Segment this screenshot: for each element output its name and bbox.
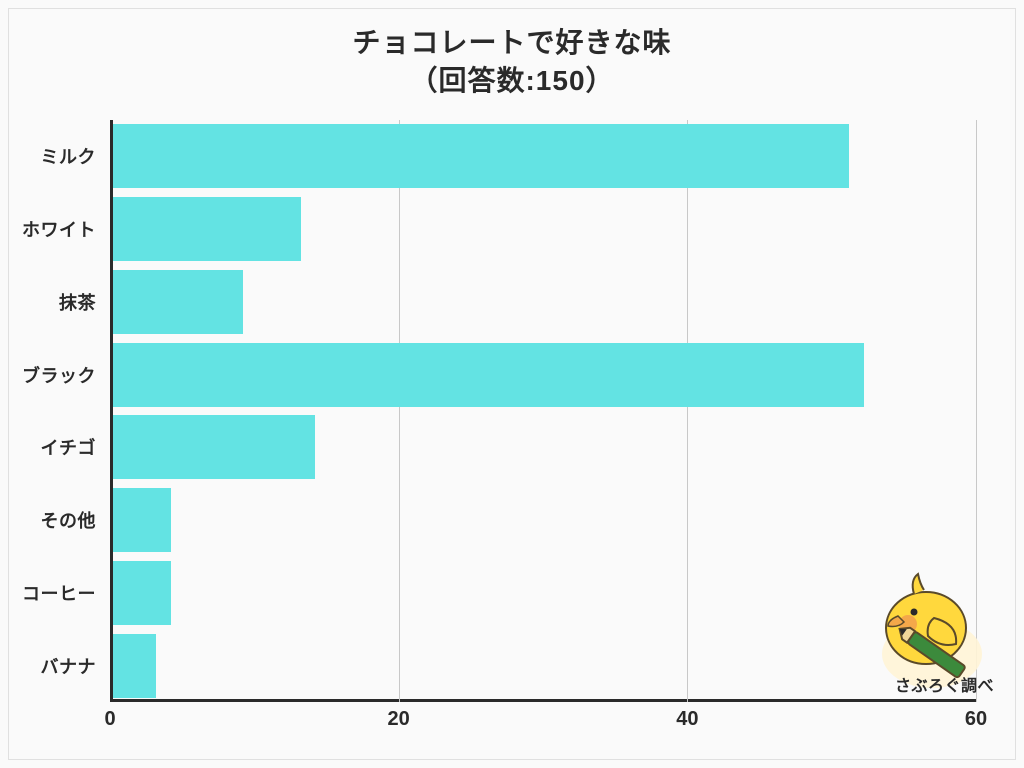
bar: [113, 415, 315, 479]
bar: [113, 343, 864, 407]
bar-row: 抹茶: [110, 266, 976, 339]
x-tick-label: 60: [965, 708, 987, 731]
bar: [113, 197, 301, 261]
bar-row: ホワイト: [110, 193, 976, 266]
category-label: バナナ: [41, 653, 111, 679]
x-tick-label: 40: [676, 708, 698, 731]
category-label: イチゴ: [41, 434, 111, 460]
category-label: ブラック: [22, 362, 110, 388]
category-label: その他: [41, 507, 111, 533]
bars-container: ミルクホワイト抹茶ブラックイチゴその他コーヒーバナナ: [110, 120, 976, 702]
bar-row: その他: [110, 484, 976, 557]
credit-text: さぶろぐ調べ: [895, 672, 994, 696]
bar-row: コーヒー: [110, 557, 976, 630]
bar: [113, 270, 243, 334]
x-tick-label: 20: [388, 708, 410, 731]
bar-row: ブラック: [110, 338, 976, 411]
bar: [113, 634, 156, 698]
gridline: [976, 120, 977, 702]
bar-row: ミルク: [110, 120, 976, 193]
category-label: コーヒー: [22, 580, 110, 606]
bar-row: イチゴ: [110, 411, 976, 484]
x-tick-label: 0: [104, 708, 115, 731]
bar: [113, 124, 849, 188]
x-axis-ticks: 0204060: [110, 708, 976, 738]
bar: [113, 561, 171, 625]
bar-row: バナナ: [110, 629, 976, 702]
category-label: ホワイト: [22, 216, 110, 242]
category-label: 抹茶: [59, 289, 110, 315]
plot-area: ミルクホワイト抹茶ブラックイチゴその他コーヒーバナナ: [110, 120, 976, 702]
category-label: ミルク: [41, 143, 111, 169]
bar: [113, 488, 171, 552]
